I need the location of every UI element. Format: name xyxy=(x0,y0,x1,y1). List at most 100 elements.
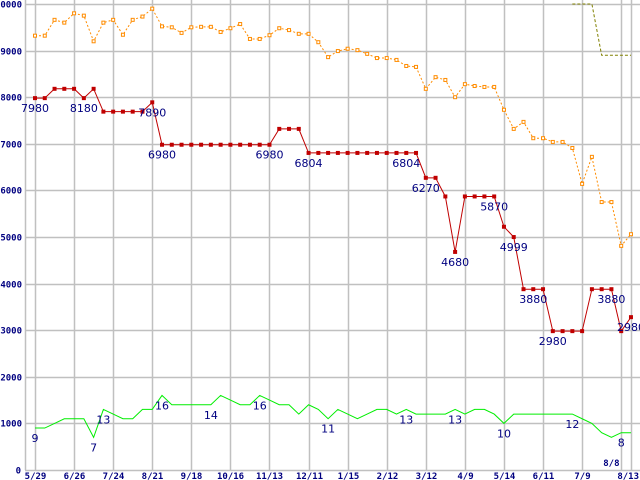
data-point-reference-price xyxy=(628,232,633,237)
x-tick-label: 3/12 xyxy=(416,472,438,480)
data-point-price xyxy=(287,126,292,131)
data-point-price xyxy=(423,175,428,180)
data-point-price xyxy=(365,150,370,155)
data-point-reference-price xyxy=(345,46,350,51)
data-point-price xyxy=(120,109,125,114)
x-tick-label: 8/8 xyxy=(603,459,619,469)
data-point-reference-price xyxy=(287,28,292,33)
data-label: 16 xyxy=(253,399,267,412)
data-point-reference-price xyxy=(462,82,467,87)
data-label: 6804 xyxy=(295,157,323,170)
data-point-price xyxy=(189,142,194,147)
y-tick-label: 4000 xyxy=(0,281,22,291)
data-point-price xyxy=(277,126,282,131)
data-point-price xyxy=(550,329,555,334)
data-label: 7980 xyxy=(21,102,49,115)
data-point-price xyxy=(501,224,506,229)
x-tick-label: 4/9 xyxy=(457,472,473,480)
data-point-reference-price xyxy=(404,63,409,68)
data-point-reference-price xyxy=(150,6,155,11)
data-point-price xyxy=(531,287,536,292)
data-point-reference-price xyxy=(599,200,604,205)
data-point-price xyxy=(140,109,145,114)
data-point-reference-price xyxy=(189,25,194,30)
data-point-reference-price xyxy=(42,33,47,38)
x-tick-label: 1/15 xyxy=(338,472,360,480)
data-point-price xyxy=(472,194,477,199)
data-point-price xyxy=(345,150,350,155)
x-tick-label: 10/16 xyxy=(217,472,244,480)
data-point-reference-price xyxy=(130,17,135,22)
data-point-price xyxy=(208,142,213,147)
data-point-price xyxy=(306,150,311,155)
data-label: 7890 xyxy=(138,106,166,119)
x-tick-label: 5/29 xyxy=(25,472,47,480)
data-label: 11 xyxy=(321,423,335,436)
data-point-reference-price xyxy=(472,84,477,89)
data-point-price xyxy=(169,142,174,147)
data-point-price xyxy=(81,96,86,101)
data-point-price xyxy=(296,126,301,131)
data-label: 13 xyxy=(448,413,462,426)
data-point-price xyxy=(111,109,116,114)
x-tick-label: 5/14 xyxy=(494,472,516,480)
data-point-reference-price xyxy=(414,64,419,69)
y-tick-label: 9000 xyxy=(0,48,22,58)
data-point-reference-price xyxy=(511,126,516,131)
data-point-reference-price xyxy=(52,17,57,22)
data-label: 16 xyxy=(155,399,169,412)
data-point-reference-price xyxy=(208,24,213,29)
data-label: 10 xyxy=(497,427,511,440)
data-point-reference-price xyxy=(277,26,282,31)
data-point-reference-price xyxy=(355,48,360,53)
x-tick-label: 9/18 xyxy=(181,472,203,480)
data-point-reference-price xyxy=(609,200,614,205)
data-point-price xyxy=(218,142,223,147)
data-point-price xyxy=(462,194,467,199)
data-point-price xyxy=(628,315,633,320)
data-point-price xyxy=(33,96,37,101)
data-point-reference-price xyxy=(316,40,321,45)
data-point-price xyxy=(374,150,379,155)
data-point-reference-price xyxy=(306,31,311,36)
data-label: 14 xyxy=(204,409,218,422)
data-point-price xyxy=(72,86,77,91)
data-point-price xyxy=(355,150,360,155)
data-point-price xyxy=(541,287,546,292)
y-tick-label: 8000 xyxy=(0,94,22,104)
data-point-price xyxy=(316,150,321,155)
data-label: 2980 xyxy=(539,335,567,348)
data-point-price xyxy=(238,142,243,147)
y-tick-label: 10000 xyxy=(0,1,22,11)
data-point-price xyxy=(52,86,57,91)
x-tick-label: 7/24 xyxy=(103,472,125,480)
data-point-price xyxy=(560,329,565,334)
x-tick-label: 7/9 xyxy=(574,472,590,480)
data-label: 6270 xyxy=(412,182,440,195)
data-point-reference-price xyxy=(433,75,438,80)
data-point-price xyxy=(130,109,135,114)
x-tick-label: 8/13 xyxy=(617,472,639,480)
data-label: 6980 xyxy=(255,149,283,162)
data-label: 8 xyxy=(618,437,625,450)
x-tick-label: 6/26 xyxy=(64,472,86,480)
data-label: 12 xyxy=(565,418,579,431)
data-point-price xyxy=(257,142,262,147)
data-point-reference-price xyxy=(541,136,546,141)
y-tick-label: 3000 xyxy=(0,327,22,337)
data-point-reference-price xyxy=(179,30,184,35)
data-point-reference-price xyxy=(550,139,555,144)
data-point-reference-price xyxy=(33,33,37,38)
data-point-reference-price xyxy=(589,154,594,159)
x-tick-label: 2/12 xyxy=(377,472,399,480)
data-point-reference-price xyxy=(580,181,585,186)
y-tick-label: 7000 xyxy=(0,141,22,151)
data-point-reference-price xyxy=(62,20,67,25)
data-point-price xyxy=(267,142,272,147)
data-label: 8180 xyxy=(70,102,98,115)
data-point-price xyxy=(150,100,155,105)
x-tick-label: 6/11 xyxy=(533,472,555,480)
data-point-price xyxy=(589,287,594,292)
data-label: 3880 xyxy=(597,293,625,306)
